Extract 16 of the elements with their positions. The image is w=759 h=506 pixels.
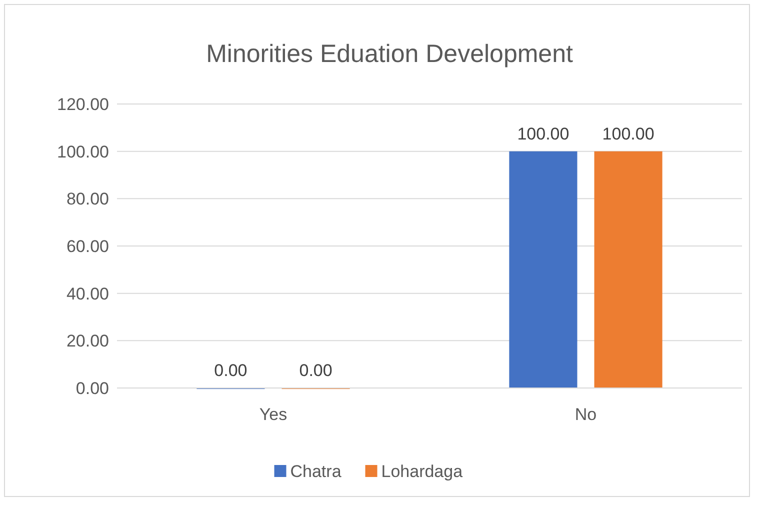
y-tick-label: 20.00 — [66, 332, 109, 351]
y-tick-label: 100.00 — [57, 142, 109, 162]
legend-label: Lohardaga — [381, 462, 464, 481]
chart-title: Minorities Eduation Development — [206, 40, 573, 68]
data-label: 0.00 — [299, 361, 332, 380]
y-tick-label: 0.00 — [76, 378, 109, 398]
data-label: 100.00 — [517, 124, 570, 144]
x-tick-label: No — [574, 405, 597, 424]
x-tick-label: Yes — [259, 405, 288, 424]
y-tick-label: 60.00 — [66, 236, 109, 256]
y-tick-label: 40.00 — [66, 284, 109, 304]
data-label: 100.00 — [602, 124, 654, 144]
y-tick-label: 80.00 — [66, 190, 109, 209]
legend-label: Chatra — [290, 462, 342, 481]
y-tick-label: 120.00 — [57, 94, 109, 114]
data-label: 0.00 — [214, 361, 248, 380]
